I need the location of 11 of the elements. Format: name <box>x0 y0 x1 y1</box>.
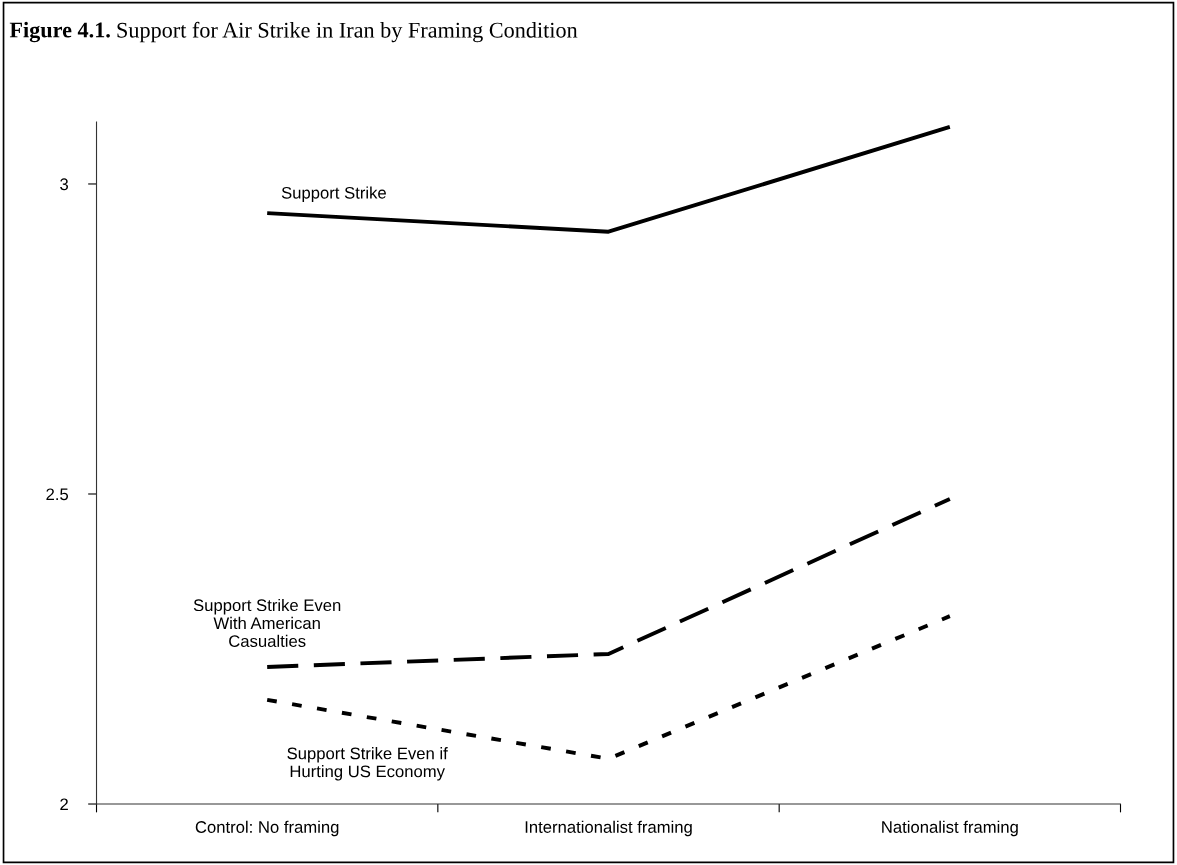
series-label: Support Strike <box>281 186 386 202</box>
x-tick-label: Nationalist framing <box>882 820 1018 837</box>
chart-title: Figure 4.1. <box>9 21 110 43</box>
y-tick-label: 2.5 <box>46 488 69 501</box>
y-tick-label: 2 <box>60 798 68 811</box>
chart-subtitle: Support for Air Strike in Iran by Framing Condition <box>117 21 578 43</box>
series-label: Support Strike Even With American Casualties <box>193 598 341 648</box>
y-tick-label: 3 <box>60 178 68 191</box>
x-tick-label: Internationalist framing <box>525 820 692 837</box>
series-label: Support Strike Even if Hurting US Economy <box>287 747 448 781</box>
x-tick-label: Control: No framing <box>195 820 339 837</box>
